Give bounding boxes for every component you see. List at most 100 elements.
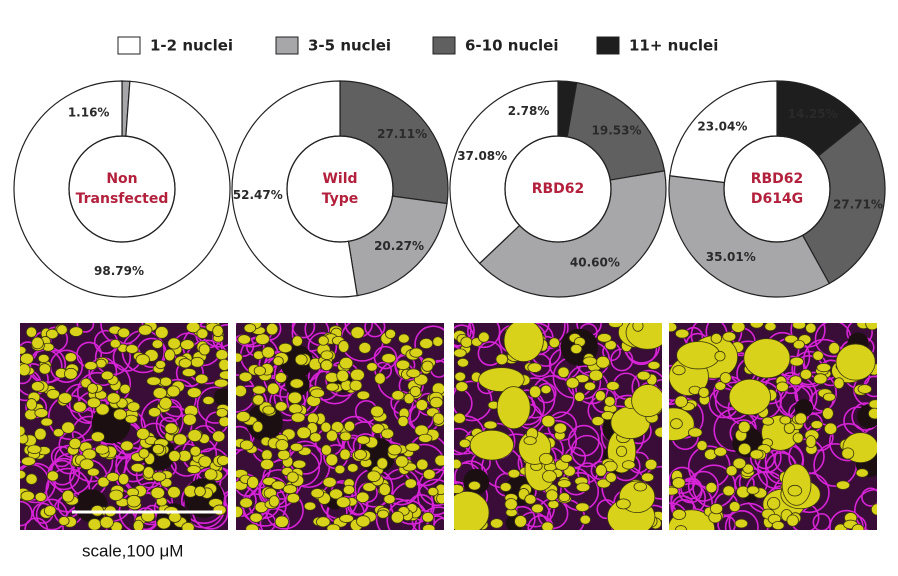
nucleus xyxy=(350,326,365,339)
nucleus xyxy=(168,450,181,463)
nucleus xyxy=(725,465,738,477)
membrane xyxy=(790,323,826,348)
nucleus xyxy=(249,512,263,523)
nucleus xyxy=(95,358,107,369)
nucleus xyxy=(743,338,791,379)
nucleus xyxy=(186,387,202,399)
nucleus xyxy=(674,328,690,339)
center-label: Non xyxy=(106,171,137,187)
nucleus xyxy=(173,433,188,446)
nucleus xyxy=(786,514,799,527)
nucleus xyxy=(538,452,554,465)
nucleus xyxy=(339,448,351,461)
nucleus xyxy=(374,372,386,385)
nucleus xyxy=(336,369,349,383)
nucleus xyxy=(705,481,718,494)
nucleus xyxy=(632,323,644,332)
legend-swatch xyxy=(432,36,456,55)
nucleus xyxy=(738,420,751,434)
nucleus xyxy=(857,384,872,394)
legend-label: 6-10 nuclei xyxy=(465,37,558,55)
membrane xyxy=(76,323,95,333)
nucleus xyxy=(719,372,732,384)
nucleus xyxy=(20,469,27,480)
nucleus xyxy=(454,371,467,382)
nucleus xyxy=(644,458,658,471)
nucleus xyxy=(560,453,573,463)
nucleus xyxy=(159,376,173,387)
nucleus xyxy=(415,399,429,411)
value-label: 52.47% xyxy=(233,188,283,202)
nucleus xyxy=(366,470,381,483)
nucleus xyxy=(246,475,259,489)
value-label: 23.04% xyxy=(697,120,747,134)
nucleus xyxy=(558,492,571,503)
nucleus xyxy=(325,429,338,442)
nucleus xyxy=(216,455,228,466)
nucleus xyxy=(833,377,845,390)
nucleus xyxy=(823,422,838,435)
nucleus xyxy=(421,511,434,523)
membrane xyxy=(418,506,444,530)
membrane xyxy=(467,323,501,349)
nucleus xyxy=(594,390,606,402)
nucleus xyxy=(432,336,444,347)
nucleus xyxy=(142,466,155,479)
nucleus xyxy=(641,472,655,483)
nucleus xyxy=(236,384,247,398)
nucleus xyxy=(835,343,876,381)
legend-label: 1-2 nuclei xyxy=(150,37,233,55)
void xyxy=(213,388,228,407)
nucleus xyxy=(792,432,804,444)
nucleus xyxy=(151,339,164,349)
nucleus xyxy=(710,332,723,344)
nucleus xyxy=(810,420,824,430)
nucleus xyxy=(146,376,161,386)
nucleus xyxy=(118,473,130,486)
nucleus xyxy=(303,501,317,511)
nucleus xyxy=(478,367,525,392)
nucleus xyxy=(764,323,777,332)
nucleus xyxy=(186,465,201,474)
nucleus xyxy=(278,342,293,354)
value-label: 40.60% xyxy=(570,255,620,269)
nucleus xyxy=(337,340,350,353)
membrane xyxy=(373,345,398,370)
value-label: 98.79% xyxy=(94,264,144,278)
nucleus xyxy=(95,444,110,455)
membrane xyxy=(812,513,831,530)
nucleus xyxy=(749,323,764,329)
legend-swatch xyxy=(117,36,141,55)
nucleus xyxy=(152,443,165,455)
nucleus xyxy=(669,323,678,333)
nucleus xyxy=(557,366,570,379)
nucleus xyxy=(366,362,378,372)
nucleus xyxy=(294,353,308,366)
nucleus xyxy=(156,517,171,530)
nucleus xyxy=(46,388,60,400)
nucleus xyxy=(616,445,628,457)
membrane xyxy=(570,434,604,468)
nucleus xyxy=(166,385,181,398)
nucleus xyxy=(674,395,688,408)
nucleus xyxy=(672,508,687,520)
nucleus xyxy=(523,436,537,446)
nucleus xyxy=(468,480,481,491)
nucleus xyxy=(119,383,131,395)
nucleus xyxy=(339,431,352,442)
nucleus xyxy=(404,478,417,489)
donut-hole-outline xyxy=(68,135,176,243)
nucleus xyxy=(575,502,590,512)
nucleus xyxy=(90,431,105,443)
nucleus xyxy=(274,401,288,412)
nucleus xyxy=(767,497,781,510)
nucleus xyxy=(164,422,178,435)
nucleus xyxy=(398,333,410,344)
nucleus xyxy=(870,503,877,516)
nucleus xyxy=(409,385,422,397)
legend-label: 3-5 nuclei xyxy=(308,37,391,55)
nucleus xyxy=(731,323,746,333)
nucleus xyxy=(805,323,817,334)
nucleus xyxy=(329,488,344,500)
